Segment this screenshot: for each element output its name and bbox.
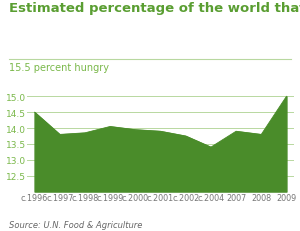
Text: Source: U.N. Food & Agriculture: Source: U.N. Food & Agriculture: [9, 220, 142, 229]
Text: Estimated percentage of the world that is hungry: Estimated percentage of the world that i…: [9, 2, 300, 15]
Text: 15.5 percent hungry: 15.5 percent hungry: [9, 62, 109, 72]
